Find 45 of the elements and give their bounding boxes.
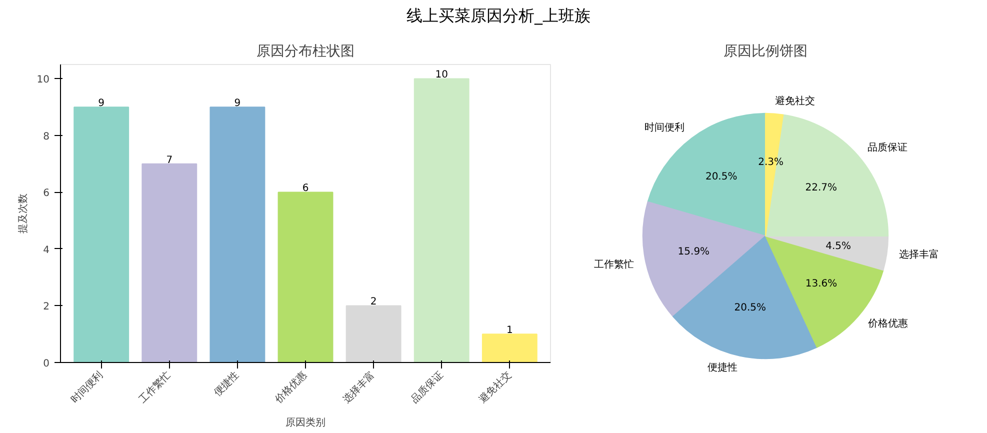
x-axis-title: 原因类别 [286, 416, 326, 429]
data-label: 2.3% [758, 157, 784, 168]
y-tick-label: 8 [43, 131, 50, 142]
bar [74, 106, 130, 362]
y-tick-label: 4 [43, 244, 50, 256]
y-tick-label: 10 [36, 74, 50, 86]
data-label: 20.5% [705, 172, 738, 183]
data-label: 10 [435, 70, 448, 81]
text: 线上买菜原因分析_上班族 [406, 5, 590, 27]
y-axis-title: 提及次数 [16, 194, 29, 234]
x-tick-label: 避免社交 [476, 368, 514, 406]
slice-label: 工作繁忙 [594, 258, 634, 270]
x-tick-label: 时间便利 [68, 368, 106, 406]
data-label: 1 [506, 325, 513, 336]
slice-label: 品质保证 [867, 141, 908, 154]
x-tick-label: 品质保证 [408, 368, 446, 406]
data-label: 9 [234, 98, 241, 110]
data-label: 4.5% [826, 240, 852, 252]
data-label: 9 [98, 98, 105, 110]
bar [142, 163, 198, 362]
x-tick-label: 工作繁忙 [136, 368, 174, 406]
slice-label: 时间便利 [644, 122, 685, 134]
slice-label: 选择丰富 [898, 248, 939, 260]
data-label: 15.9% [678, 246, 710, 258]
bar [346, 305, 402, 362]
data-label: 6 [302, 183, 309, 194]
data-label: 20.5% [734, 302, 766, 314]
bar [278, 192, 334, 362]
data-label: 13.6% [805, 278, 838, 290]
bar [414, 78, 470, 362]
y-tick-label: 0 [43, 358, 50, 370]
slice-label: 避免社交 [775, 95, 816, 108]
bar [482, 334, 538, 362]
data-label: 2 [370, 296, 377, 308]
x-tick-label: 价格优惠 [272, 368, 310, 406]
data-label: 22.7% [805, 182, 838, 194]
data-label: 7 [166, 154, 173, 166]
y-tick-label: 2 [43, 302, 50, 313]
slice-label: 价格优惠 [866, 317, 908, 330]
y-tick-label: 6 [43, 188, 50, 200]
chart-title: 原因比例饼图 [724, 44, 808, 60]
x-tick-label: 选择丰富 [340, 368, 378, 406]
x-tick-label: 便捷性 [212, 368, 242, 399]
chart-title: 原因分布柱状图 [256, 44, 354, 60]
bar [210, 106, 266, 362]
